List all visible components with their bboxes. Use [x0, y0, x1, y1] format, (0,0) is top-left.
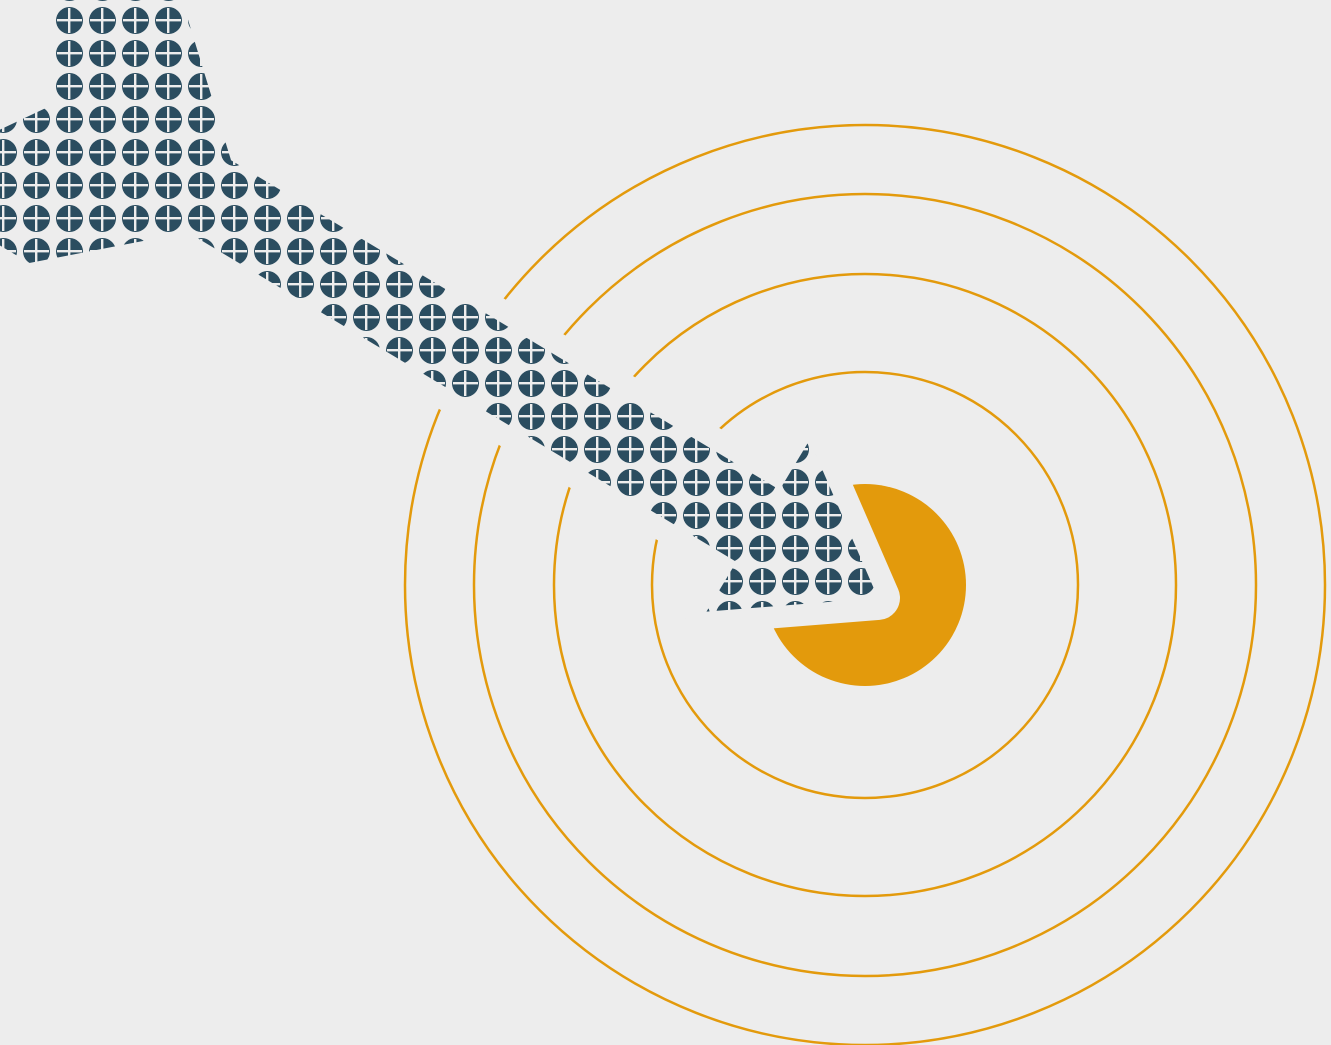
ring: [650, 370, 1080, 800]
arrow-body: [0, 0, 878, 612]
target-rings: [403, 123, 1327, 1045]
ring: [472, 192, 1258, 978]
arrow: [0, 0, 900, 634]
ring: [403, 123, 1327, 1045]
ring: [552, 272, 1178, 898]
